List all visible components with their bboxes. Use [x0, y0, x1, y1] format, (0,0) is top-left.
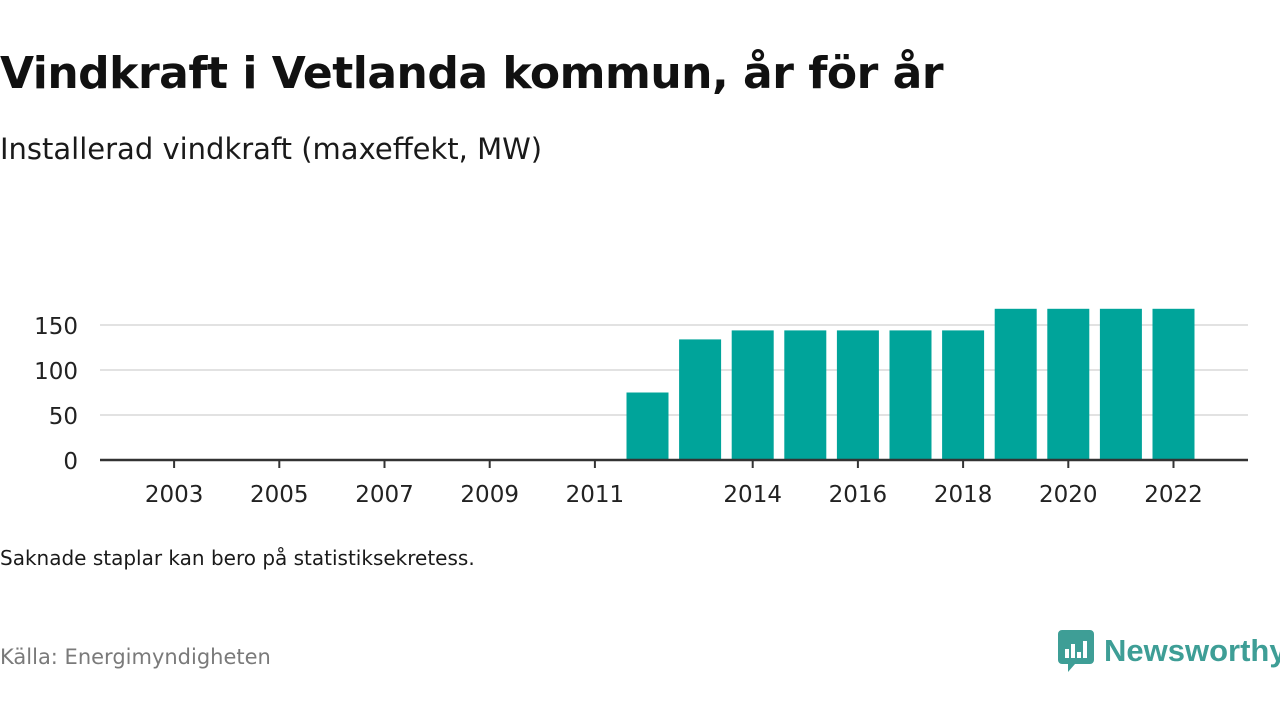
x-tick-label: 2009 [460, 482, 519, 508]
y-axis-ticks: 0 50 100 150 [34, 314, 78, 475]
x-tick-label: 2014 [723, 482, 782, 508]
bar-2019 [994, 308, 1037, 460]
bar-2012 [626, 392, 669, 460]
bar-2020 [1047, 308, 1090, 460]
x-tick-label: 2011 [566, 482, 625, 508]
newsworthy-logo-icon [1058, 630, 1094, 672]
footnote: Saknade staplar kan bero på statistiksek… [0, 546, 475, 570]
chart-title: Vindkraft i Vetlanda kommun, år för år [0, 48, 944, 99]
bar-2015 [784, 330, 827, 460]
bar-2017 [889, 330, 932, 460]
bar-2016 [836, 330, 879, 460]
bar-2021 [1099, 308, 1142, 460]
bar-2013 [679, 339, 722, 460]
x-tick-label: 2018 [934, 482, 993, 508]
x-tick-label: 2005 [250, 482, 309, 508]
bar-2018 [942, 330, 985, 460]
x-tick-label: 2022 [1144, 482, 1203, 508]
bar-2014 [731, 330, 774, 460]
brand-logo[interactable]: Newsworthy [1058, 628, 1280, 674]
source-label: Källa: Energimyndigheten [0, 645, 271, 669]
y-tick-label: 50 [49, 404, 78, 430]
y-tick-label: 0 [63, 449, 78, 475]
brand-name: Newsworthy [1104, 633, 1280, 668]
x-tick-label: 2007 [355, 482, 414, 508]
y-tick-label: 100 [34, 359, 78, 385]
x-tick-label: 2003 [145, 482, 204, 508]
bar-2022 [1152, 308, 1195, 460]
x-tick-label: 2016 [829, 482, 888, 508]
y-tick-label: 150 [34, 314, 78, 340]
x-axis-ticks: 2003 2005 2007 2009 2011 2014 2016 2018 2020 2022 [145, 460, 1203, 508]
x-tick-label: 2020 [1039, 482, 1098, 508]
bars [626, 308, 1195, 460]
chart-subtitle: Installerad vindkraft (maxeffekt, MW) [0, 132, 543, 166]
